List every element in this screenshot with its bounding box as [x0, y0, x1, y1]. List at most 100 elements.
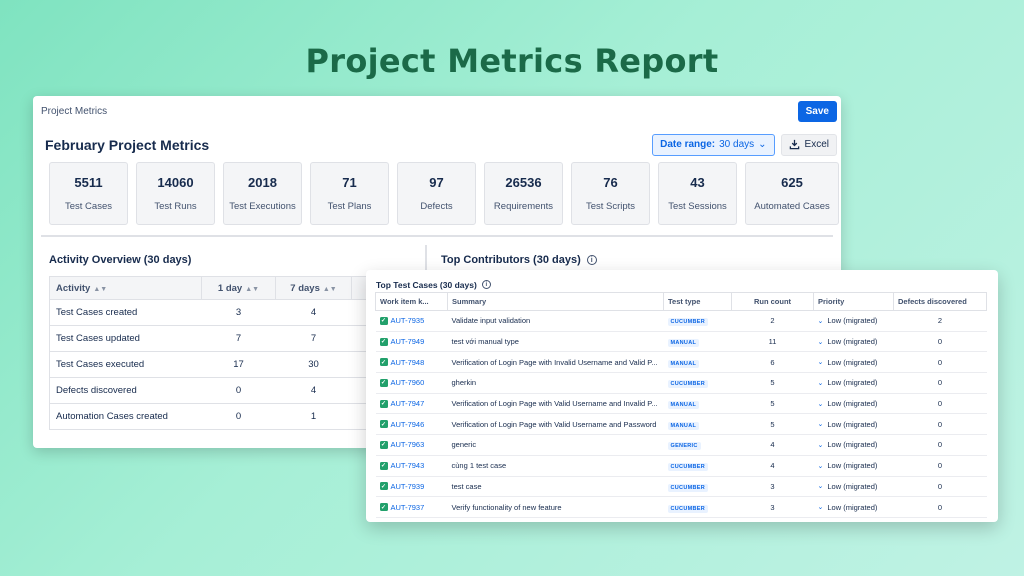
table-row: ✓ AUT-7946 Verification of Login Page with… — [375, 413, 987, 436]
work-item-link[interactable]: ✓ AUT-7943 — [379, 461, 425, 471]
metric-card-test-plans[interactable]: 71 Test Plans — [310, 162, 389, 225]
work-item-link[interactable]: ✓ AUT-7939 — [379, 481, 425, 491]
test-type-badge: CUCUMBER — [667, 504, 708, 513]
top-test-cases-title: Top Test Cases (30 days) — [376, 279, 477, 290]
activity-title: Activity Overview (30 days) — [49, 254, 192, 266]
lower-sections: Activity Overview (30 days) Activity ▲▼ 1… — [33, 237, 841, 430]
column-header-summary[interactable]: Summary — [447, 292, 664, 311]
priority-cell: ⌄ Low (migrated) — [817, 357, 878, 367]
excel-export-button[interactable]: Excel — [780, 133, 837, 156]
metric-card-defects[interactable]: 97 Defects — [397, 162, 476, 225]
metric-value: 625 — [781, 175, 803, 190]
checkbox-icon: ✓ — [379, 378, 388, 387]
priority-low-icon: ⌄ — [817, 379, 824, 387]
activity-7-days: 1 — [275, 403, 352, 430]
metric-value: 14060 — [157, 175, 194, 190]
summary-cell: test case — [447, 476, 664, 498]
priority-low-icon: ⌄ — [817, 317, 824, 325]
save-button[interactable]: Save — [797, 100, 837, 122]
defects-cell: 0 — [893, 372, 987, 394]
summary-cell: Verify functionality of new feature — [447, 496, 664, 518]
column-header-priority[interactable]: Priority — [813, 292, 894, 311]
excel-label: Excel — [804, 139, 829, 150]
activity-name: Automation Cases created — [49, 403, 202, 430]
summary-cell: Verification of Login Page with Valid Us… — [447, 393, 664, 415]
activity-7-days: 4 — [275, 377, 352, 404]
test-type-badge: GENERIC — [667, 442, 701, 451]
column-header-defects[interactable]: Defects discovered — [893, 292, 987, 311]
metric-card-test-sessions[interactable]: 43 Test Sessions — [658, 162, 737, 225]
metric-card-test-executions[interactable]: 2018 Test Executions — [223, 162, 302, 225]
defects-cell: 2 — [893, 310, 987, 332]
table-row: ✓ AUT-7960 gherkin CUCUMBER 5 ⌄ Low (migrated)… — [375, 372, 987, 394]
work-item-link[interactable]: ✓ AUT-7935 — [379, 316, 425, 326]
work-item-link[interactable]: ✓ AUT-7947 — [379, 399, 425, 409]
priority-cell: ⌄ Low (migrated) — [817, 337, 878, 347]
column-header-work-item-key[interactable]: Work item k... — [375, 292, 448, 311]
date-range-select[interactable]: Date range: 30 days ⌄ — [652, 133, 775, 156]
activity-name: Test Cases executed — [49, 351, 202, 378]
table-row: ✓ AUT-7943 cùng 1 test case CUCUMBER 4 ⌄ Low (… — [375, 455, 987, 477]
column-header-activity[interactable]: Activity ▲▼ — [49, 276, 202, 300]
summary-cell: Verification of Login Page with Valid Us… — [447, 413, 664, 436]
priority-low-icon: ⌄ — [817, 462, 824, 470]
work-item-link[interactable]: ✓ AUT-7946 — [379, 419, 425, 429]
defects-cell: 0 — [893, 496, 987, 518]
header-actions: Date range: 30 days ⌄ Excel — [652, 133, 837, 156]
test-type-badge: CUCUMBER — [667, 318, 708, 327]
checkbox-icon: ✓ — [379, 358, 388, 367]
activity-name: Test Cases created — [49, 299, 202, 326]
priority-low-icon: ⌄ — [817, 441, 824, 449]
metric-card-test-runs[interactable]: 14060 Test Runs — [136, 162, 215, 225]
info-icon[interactable]: i — [586, 255, 597, 265]
run-count-cell: 3 — [731, 496, 814, 518]
metric-card-requirements[interactable]: 26536 Requirements — [484, 162, 563, 225]
date-range-value: 30 days — [719, 139, 755, 150]
metric-card-test-scripts[interactable]: 76 Test Scripts — [571, 162, 650, 225]
breadcrumb: Project Metrics — [41, 105, 108, 117]
metric-value: 5511 — [74, 175, 103, 190]
work-item-link[interactable]: ✓ AUT-7949 — [379, 337, 425, 347]
defects-cell: 0 — [893, 455, 987, 477]
test-type-badge: CUCUMBER — [667, 463, 708, 472]
work-item-link[interactable]: ✓ AUT-7960 — [379, 378, 425, 388]
work-item-link[interactable]: ✓ AUT-7937 — [379, 502, 425, 512]
metric-value: 43 — [690, 175, 705, 190]
activity-7-days: 30 — [275, 351, 352, 378]
top-bar: Project Metrics Save — [33, 96, 841, 126]
column-header-1-day[interactable]: 1 day ▲▼ — [201, 276, 276, 300]
page-title: February Project Metrics — [45, 136, 210, 153]
priority-low-icon: ⌄ — [817, 421, 824, 429]
chevron-down-icon: ⌄ — [758, 139, 767, 150]
summary-cell: generic — [447, 434, 664, 456]
activity-7-days: 4 — [275, 299, 352, 326]
priority-cell: ⌄ Low (migrated) — [817, 461, 878, 471]
metric-label: Test Plans — [327, 201, 372, 212]
table-row: ✓ AUT-7963 generic GENERIC 4 ⌄ Low (migrated) 0 — [375, 434, 987, 456]
priority-cell: ⌄ Low (migrated) — [817, 419, 878, 429]
run-count-cell: 5 — [731, 413, 814, 436]
work-item-link[interactable]: ✓ AUT-7948 — [379, 357, 425, 367]
column-header-7-days[interactable]: 7 days ▲▼ — [275, 276, 352, 300]
test-type-badge: MANUAL — [667, 421, 700, 430]
info-icon[interactable]: i — [481, 280, 491, 289]
sort-icon: ▲▼ — [93, 285, 108, 293]
checkbox-icon: ✓ — [379, 316, 388, 325]
metric-card-automated-cases[interactable]: 625 Automated Cases — [745, 162, 839, 225]
work-item-link[interactable]: ✓ AUT-7963 — [379, 440, 425, 450]
defects-cell: 0 — [893, 331, 987, 353]
column-header-test-type[interactable]: Test type — [663, 292, 732, 311]
sort-icon: ▲▼ — [245, 285, 260, 293]
date-range-label: Date range: — [660, 139, 716, 150]
summary-cell: Verification of Login Page with Invalid … — [447, 351, 664, 374]
defects-cell: 0 — [893, 393, 987, 415]
table-row: ✓ AUT-7948 Verification of Login Page with… — [375, 351, 987, 374]
activity-7-days: 7 — [275, 325, 352, 352]
defects-cell: 0 — [893, 476, 987, 498]
section-divider — [41, 235, 833, 237]
metric-label: Test Cases — [65, 201, 112, 212]
metric-card-test-cases[interactable]: 5511 Test Cases — [49, 162, 128, 225]
header-row: February Project Metrics Date range: 30 … — [33, 126, 841, 158]
column-header-run-count[interactable]: Run count — [731, 292, 814, 311]
top-test-cases-title-row: Top Test Cases (30 days) i — [366, 270, 998, 292]
